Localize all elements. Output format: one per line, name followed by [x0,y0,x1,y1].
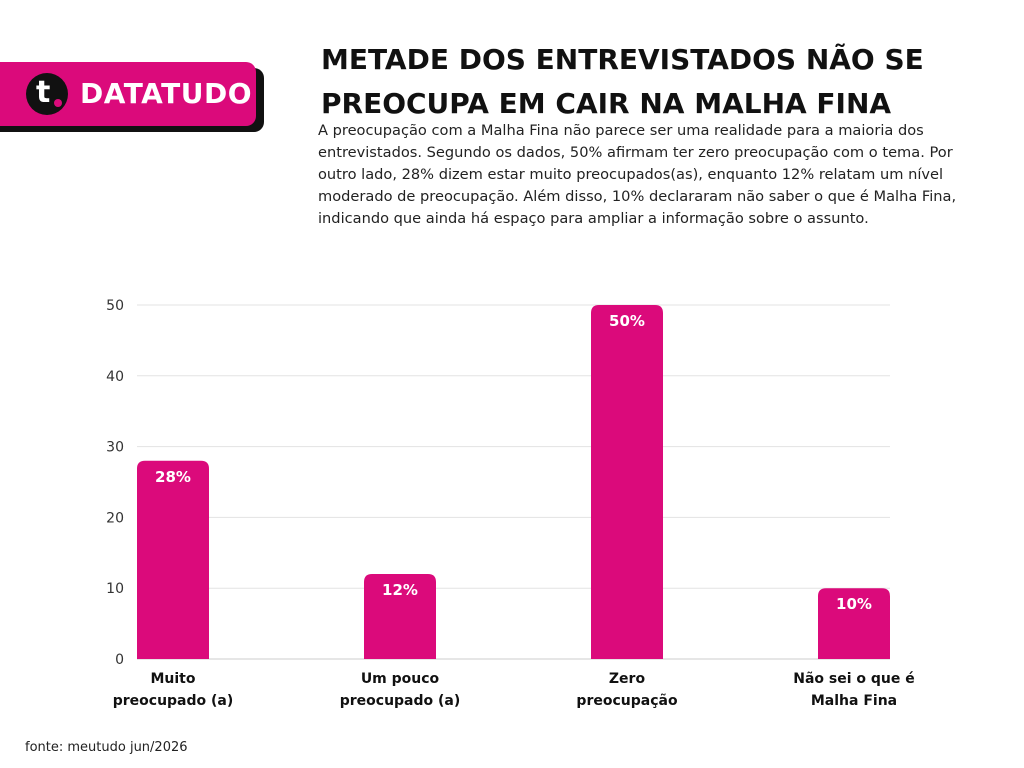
y-tick-label: 0 [115,652,124,668]
x-tick-label: preocupado (a) [113,693,234,709]
y-tick-label: 20 [106,510,124,526]
y-tick-label: 40 [106,369,124,385]
logo-dot [54,99,62,107]
data-label: 28% [155,468,191,486]
source-note: fonte: meutudo jun/2026 [25,740,188,755]
page-title: METADE DOS ENTREVISTADOS NÃO SE PREOCUPA… [321,43,924,120]
brand-name: DATATUDO [80,77,253,110]
data-label: 10% [836,595,872,613]
bar-chart: 0 10 20 30 40 50 28% Muito preocupado (a) 12% Um p… [106,298,915,709]
x-tick-label: preocupado (a) [340,693,461,709]
x-tick-label: Não sei o que é [793,671,915,687]
bar [818,588,890,659]
logo-letter: t [36,75,51,110]
page-description: A preocupação com a Malha Fina não parec… [318,122,957,227]
x-tick-label: Malha Fina [811,693,897,709]
x-tick-label: Zero [609,671,646,687]
logo-icon: t [26,73,68,115]
y-tick-label: 10 [106,581,124,597]
x-tick-label: preocupação [576,693,678,709]
bar [364,574,436,659]
bar [137,460,209,659]
data-label: 50% [609,312,645,330]
y-tick-label: 30 [106,440,124,456]
x-tick-label: Um pouco [361,671,440,687]
bar [591,305,663,659]
brand-badge: t DATATUDO [0,62,256,126]
x-tick-label: Muito [150,671,195,687]
data-label: 12% [382,581,418,599]
y-tick-label: 50 [106,298,124,314]
